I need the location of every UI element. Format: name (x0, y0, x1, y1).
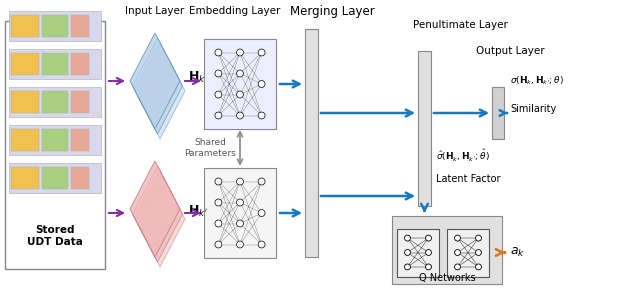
Text: Similarity: Similarity (510, 104, 556, 114)
FancyBboxPatch shape (11, 129, 39, 151)
Text: $\sigma(\mathbf{H}_k,\mathbf{H}_{k^{\prime}};\theta)$: $\sigma(\mathbf{H}_k,\mathbf{H}_{k^{\pri… (510, 75, 564, 87)
FancyBboxPatch shape (397, 228, 439, 276)
Circle shape (426, 250, 431, 255)
Circle shape (426, 264, 431, 270)
FancyBboxPatch shape (11, 91, 39, 113)
Circle shape (237, 199, 243, 206)
FancyBboxPatch shape (42, 91, 68, 113)
Text: $\mathbf{H}_k$: $\mathbf{H}_k$ (188, 70, 206, 85)
FancyBboxPatch shape (11, 53, 39, 75)
FancyBboxPatch shape (42, 167, 68, 189)
FancyBboxPatch shape (42, 129, 68, 151)
Circle shape (404, 235, 410, 241)
FancyBboxPatch shape (9, 163, 101, 193)
FancyBboxPatch shape (71, 53, 89, 75)
Polygon shape (135, 171, 185, 267)
Text: Merging Layer: Merging Layer (290, 4, 374, 17)
Circle shape (215, 91, 222, 98)
Text: Input Layer: Input Layer (125, 6, 184, 16)
Circle shape (215, 220, 222, 227)
Circle shape (237, 49, 243, 56)
Circle shape (215, 112, 222, 119)
Circle shape (237, 112, 243, 119)
Polygon shape (135, 43, 185, 139)
Polygon shape (132, 38, 182, 134)
Circle shape (215, 178, 222, 185)
FancyBboxPatch shape (9, 49, 101, 79)
Circle shape (215, 70, 222, 77)
Circle shape (258, 178, 265, 185)
Circle shape (404, 264, 410, 270)
Circle shape (454, 250, 460, 255)
Text: Latent Factor: Latent Factor (436, 174, 500, 184)
Text: Q Networks: Q Networks (419, 273, 476, 283)
Circle shape (237, 91, 243, 98)
FancyBboxPatch shape (71, 15, 89, 37)
Circle shape (237, 70, 243, 77)
Circle shape (237, 220, 243, 227)
FancyBboxPatch shape (418, 51, 431, 206)
Circle shape (237, 178, 243, 185)
Text: Stored
UDT Data: Stored UDT Data (27, 225, 83, 247)
FancyBboxPatch shape (305, 29, 318, 257)
FancyBboxPatch shape (447, 228, 489, 276)
FancyBboxPatch shape (71, 91, 89, 113)
Circle shape (454, 264, 460, 270)
FancyBboxPatch shape (42, 15, 68, 37)
FancyBboxPatch shape (71, 129, 89, 151)
Text: Embedding Layer: Embedding Layer (189, 6, 281, 16)
FancyBboxPatch shape (392, 216, 502, 284)
Circle shape (476, 264, 481, 270)
Circle shape (237, 241, 243, 248)
Circle shape (426, 235, 431, 241)
Circle shape (258, 210, 265, 217)
Polygon shape (132, 166, 182, 262)
Text: Penultimate Layer: Penultimate Layer (413, 20, 508, 30)
Circle shape (258, 49, 265, 56)
Circle shape (258, 112, 265, 119)
Text: $\hat{\sigma}(\mathbf{H}_k,\mathbf{H}_{k^{\prime}};\hat{\theta})$: $\hat{\sigma}(\mathbf{H}_k,\mathbf{H}_{k… (436, 148, 490, 164)
FancyBboxPatch shape (9, 87, 101, 117)
Circle shape (215, 49, 222, 56)
Circle shape (476, 250, 481, 255)
Circle shape (454, 235, 460, 241)
Circle shape (215, 241, 222, 248)
Circle shape (258, 81, 265, 88)
Circle shape (258, 241, 265, 248)
FancyBboxPatch shape (492, 87, 504, 139)
FancyBboxPatch shape (9, 125, 101, 155)
FancyBboxPatch shape (5, 21, 105, 269)
Text: $a_k$: $a_k$ (510, 246, 525, 259)
FancyBboxPatch shape (204, 168, 276, 258)
Text: $\mathbf{H}_{k^{\prime}}$: $\mathbf{H}_{k^{\prime}}$ (188, 203, 208, 219)
Text: Output Layer: Output Layer (476, 46, 544, 56)
FancyBboxPatch shape (11, 15, 39, 37)
Circle shape (404, 250, 410, 255)
Polygon shape (130, 33, 180, 129)
FancyBboxPatch shape (11, 167, 39, 189)
Polygon shape (130, 161, 180, 257)
FancyBboxPatch shape (204, 39, 276, 129)
Circle shape (476, 235, 481, 241)
Circle shape (215, 199, 222, 206)
FancyBboxPatch shape (42, 53, 68, 75)
FancyBboxPatch shape (9, 11, 101, 41)
Text: Shared
Parameters: Shared Parameters (184, 138, 236, 158)
FancyBboxPatch shape (71, 167, 89, 189)
